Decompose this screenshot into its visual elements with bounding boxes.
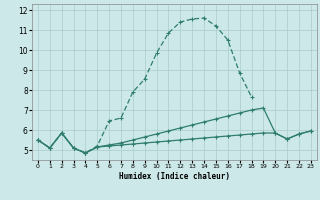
X-axis label: Humidex (Indice chaleur): Humidex (Indice chaleur)	[119, 172, 230, 181]
